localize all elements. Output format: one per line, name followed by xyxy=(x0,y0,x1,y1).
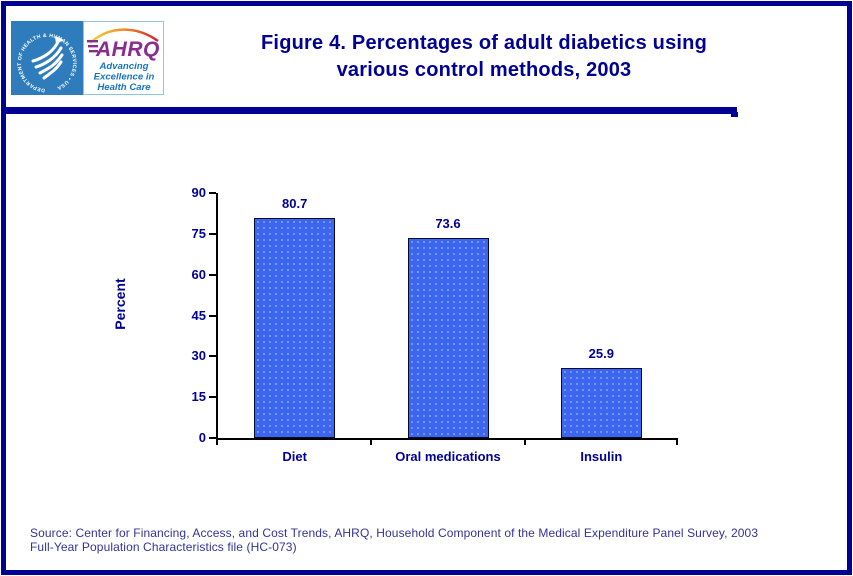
hhs-eagle-head-icon xyxy=(55,36,64,44)
title-divider xyxy=(1,107,738,117)
x-axis xyxy=(216,438,678,440)
ahrq-speed-lines-icon xyxy=(87,40,98,53)
y-tick-label: 15 xyxy=(191,389,206,405)
ahrq-logo-graphic: AHRQ Advancing Excellence in Health Care xyxy=(87,28,160,93)
tagline-line: Advancing xyxy=(98,61,148,72)
bar xyxy=(560,367,642,438)
y-tick xyxy=(209,273,216,276)
hhs-logo: DEPARTMENT OF HEALTH & HUMAN SERVICES • … xyxy=(11,21,83,95)
y-tick xyxy=(209,192,216,194)
category-label: Diet xyxy=(282,449,307,464)
title-line-1: Figure 4. Percentages of adult diabetics… xyxy=(261,32,707,54)
source-note: Source: Center for Financing, Access, an… xyxy=(30,526,840,554)
y-tick-label: 60 xyxy=(191,266,206,282)
bar-chart: 0 15 30 45 60 75 90 80.7 Diet 73.6 Oral medication… xyxy=(192,185,678,464)
x-tick xyxy=(370,440,373,445)
bar xyxy=(407,237,489,438)
y-tick-label: 90 xyxy=(191,185,206,200)
page-title: Figure 4. Percentages of adult diabetics… xyxy=(164,30,804,84)
tagline-line: Excellence in xyxy=(94,72,155,83)
ahrq-logo: AHRQ Advancing Excellence in Health Care xyxy=(83,21,164,95)
bar-value-label: 25.9 xyxy=(588,345,614,361)
y-tick xyxy=(209,232,216,235)
category-label: Oral medications xyxy=(395,449,501,464)
y-tick xyxy=(209,396,216,399)
y-tick xyxy=(209,437,216,439)
y-tick xyxy=(209,314,216,317)
source-line-1: Source: Center for Financing, Access, an… xyxy=(30,526,759,540)
bar-value-label: 73.6 xyxy=(435,215,461,231)
y-tick xyxy=(209,355,216,358)
y-axis-title: Percent xyxy=(112,278,128,330)
x-tick xyxy=(676,440,678,445)
x-tick xyxy=(523,440,526,445)
y-tick-label: 75 xyxy=(191,225,206,241)
y-tick-label: 45 xyxy=(191,307,206,323)
y-tick-label: 30 xyxy=(191,348,206,364)
y-axis xyxy=(216,193,218,445)
agency-logo: DEPARTMENT OF HEALTH & HUMAN SERVICES • … xyxy=(11,21,164,95)
ahrq-acronym: AHRQ xyxy=(95,38,160,61)
title-line-2: various control methods, 2003 xyxy=(336,59,632,81)
ahrq-tagline: Advancing Excellence in Health Care xyxy=(94,61,155,93)
bar xyxy=(254,218,336,438)
category-label: Insulin xyxy=(580,449,623,464)
tagline-line: Health Care xyxy=(97,82,151,93)
hhs-eagle-icon xyxy=(31,40,64,80)
bar-value-label: 80.7 xyxy=(282,196,308,212)
hhs-seal: DEPARTMENT OF HEALTH & HUMAN SERVICES • … xyxy=(17,33,77,93)
y-tick-label: 0 xyxy=(198,430,206,445)
source-line-2: Full-Year Population Characteristics fil… xyxy=(30,539,297,554)
ahrq-arc-icon xyxy=(89,28,159,44)
